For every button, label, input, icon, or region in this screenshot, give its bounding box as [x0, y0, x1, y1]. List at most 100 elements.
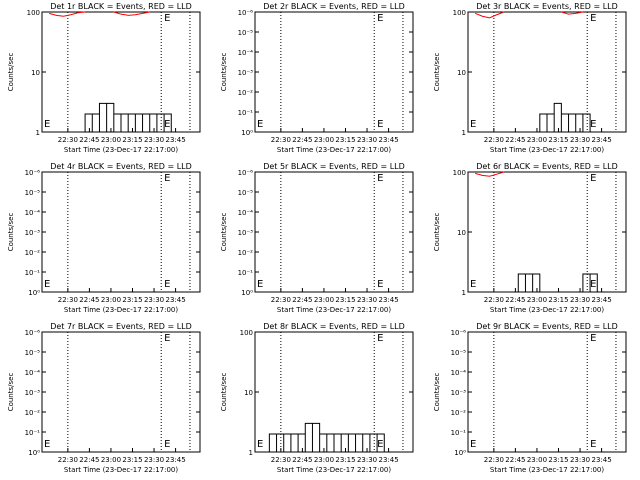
x-tick-label: 22:30 [271, 136, 291, 144]
chart-title: Det 2r BLACK = Events, RED = LLD [263, 2, 405, 11]
marker-e-top: E [164, 333, 170, 344]
chart-title: Det 8r BLACK = Events, RED = LLD [263, 322, 405, 331]
chart-title: Det 3r BLACK = Events, RED = LLD [476, 2, 618, 11]
chart-panel: Det 6r BLACK = Events, RED = LLD 1 10 100 Co… [426, 160, 639, 320]
y-tick-label: 10⁰ [241, 129, 253, 137]
marker-e-top: E [590, 333, 596, 344]
marker-e-left: E [257, 439, 263, 450]
events-series-line [511, 273, 598, 293]
y-tick-label: 10⁻² [451, 409, 467, 417]
x-tick-label: 23:30 [357, 136, 377, 144]
chart-svg: Det 8r BLACK = Events, RED = LLD 1 10 100 Co… [220, 322, 414, 474]
y-axis-label: Counts/sec [433, 53, 441, 92]
y-axis-label: Counts/sec [433, 373, 441, 412]
y-tick-label: 1 [462, 289, 466, 297]
y-tick-label: 10⁻¹ [238, 109, 254, 117]
marker-e-bottom: E [590, 439, 596, 450]
chart-panel: Det 9r BLACK = Events, RED = LLD 10⁰ 10⁻¹ 1… [426, 320, 639, 480]
y-tick-label: 10⁻¹ [25, 429, 41, 437]
y-tick-label: 100 [240, 329, 253, 337]
events-series-line [532, 102, 591, 133]
x-tick-label: 22:30 [58, 456, 78, 464]
y-tick-label: 10⁻¹ [451, 429, 467, 437]
marker-e-bottom: E [164, 439, 170, 450]
x-tick-label: 23:30 [570, 136, 590, 144]
y-tick-label: 1 [36, 129, 40, 137]
x-tick-label: 23:15 [548, 136, 568, 144]
x-tick-label: 23:30 [144, 456, 164, 464]
marker-e-bottom: E [164, 279, 170, 290]
y-tick-label: 100 [453, 169, 466, 177]
lld-series-line [561, 11, 584, 15]
x-tick-label: 22:30 [271, 456, 291, 464]
y-tick-label: 10⁰ [28, 289, 40, 297]
x-tick-label: 22:45 [505, 296, 525, 304]
y-tick-label: 10⁻⁴ [25, 209, 41, 217]
y-tick-label: 10 [31, 69, 40, 77]
lld-series-line [49, 11, 86, 17]
marker-e-top: E [377, 333, 383, 344]
events-series-line [77, 102, 172, 133]
y-axis-label: Counts/sec [220, 213, 228, 252]
y-tick-label: 10⁰ [28, 449, 40, 457]
x-tick-label: 23:00 [527, 136, 547, 144]
chart-panel: Det 3r BLACK = Events, RED = LLD 1 10 100 Co… [426, 0, 639, 160]
x-tick-label: 22:45 [505, 136, 525, 144]
x-tick-label: 23:45 [165, 136, 185, 144]
x-axis-label: Start Time (23-Dec-17 22:17:00) [64, 306, 178, 314]
x-axis-label: Start Time (23-Dec-17 22:17:00) [277, 146, 391, 154]
y-tick-label: 10⁻⁴ [238, 49, 254, 57]
y-tick-label: 10⁰ [241, 289, 253, 297]
y-tick-label: 1 [249, 449, 253, 457]
x-axis-label: Start Time (23-Dec-17 22:17:00) [64, 466, 178, 474]
chart-panel: Det 5r BLACK = Events, RED = LLD 10⁰ 10⁻¹ 1… [213, 160, 426, 320]
x-tick-label: 23:30 [144, 296, 164, 304]
x-tick-label: 23:00 [314, 136, 334, 144]
y-tick-label: 10⁻³ [451, 389, 467, 397]
marker-e-left: E [44, 279, 50, 290]
y-tick-label: 10⁻¹ [25, 269, 41, 277]
y-axis-label: Counts/sec [7, 373, 15, 412]
chart-panel: Det 4r BLACK = Events, RED = LLD 10⁰ 10⁻¹ 1… [0, 160, 213, 320]
y-axis-label: Counts/sec [220, 373, 228, 412]
plot-frame [41, 331, 201, 453]
x-tick-label: 22:30 [484, 136, 504, 144]
x-tick-label: 23:00 [101, 296, 121, 304]
marker-e-top: E [377, 173, 383, 184]
y-tick-label: 1 [462, 129, 466, 137]
x-tick-label: 23:00 [314, 296, 334, 304]
y-tick-label: 10⁻² [238, 89, 254, 97]
y-tick-label: 100 [27, 9, 40, 17]
chart-title: Det 6r BLACK = Events, RED = LLD [476, 162, 618, 171]
y-tick-label: 10⁻³ [238, 229, 254, 237]
x-tick-label: 23:45 [378, 456, 398, 464]
plot-frame [254, 171, 414, 293]
x-tick-label: 23:30 [357, 456, 377, 464]
x-tick-label: 23:45 [165, 296, 185, 304]
y-tick-label: 10⁻⁶ [25, 329, 41, 337]
x-tick-label: 23:15 [548, 456, 568, 464]
y-tick-label: 100 [453, 9, 466, 17]
chart-svg: Det 9r BLACK = Events, RED = LLD 10⁰ 10⁻¹ 1… [433, 322, 627, 474]
marker-e-left: E [257, 119, 263, 130]
x-tick-label: 23:45 [165, 456, 185, 464]
x-tick-label: 23:15 [122, 456, 142, 464]
marker-e-left: E [470, 119, 476, 130]
x-tick-label: 23:30 [570, 456, 590, 464]
y-tick-label: 10⁻⁵ [25, 189, 41, 197]
x-tick-label: 23:00 [314, 456, 334, 464]
marker-e-bottom: E [590, 279, 596, 290]
x-axis-label: Start Time (23-Dec-17 22:17:00) [490, 306, 604, 314]
y-tick-label: 10⁻¹ [238, 269, 254, 277]
chart-svg: Det 5r BLACK = Events, RED = LLD 10⁰ 10⁻¹ 1… [220, 162, 414, 314]
x-tick-label: 23:30 [570, 296, 590, 304]
marker-e-top: E [590, 173, 596, 184]
x-tick-label: 22:45 [292, 136, 312, 144]
y-tick-label: 10⁻² [238, 249, 254, 257]
x-tick-label: 23:15 [335, 136, 355, 144]
x-tick-label: 23:00 [527, 456, 547, 464]
marker-e-left: E [44, 439, 50, 450]
x-tick-label: 22:45 [292, 296, 312, 304]
marker-e-bottom: E [164, 119, 170, 130]
x-tick-label: 23:30 [357, 296, 377, 304]
